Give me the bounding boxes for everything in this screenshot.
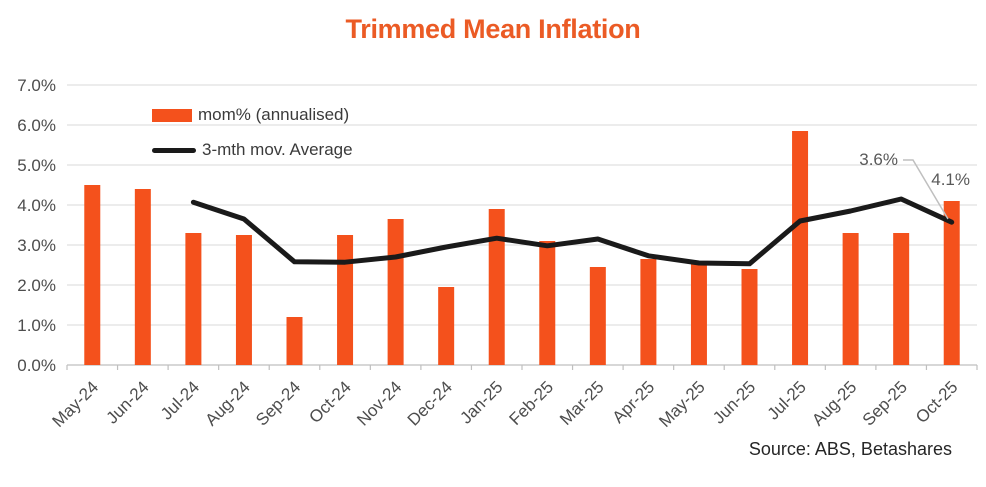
bar-Jul-24: [185, 233, 202, 365]
bar-Jun-25: [741, 269, 758, 365]
x-axis-tick-label: Oct-25: [912, 377, 962, 427]
legend-item-line: 3-mth mov. Average: [152, 140, 353, 160]
y-axis-tick-label: 1.0%: [17, 316, 56, 335]
y-axis-tick-label: 7.0%: [17, 76, 56, 95]
x-axis-tick-label: Jan-25: [456, 377, 506, 427]
bar-Aug-25: [842, 233, 859, 365]
x-axis-tick-label: Apr-25: [609, 377, 659, 427]
x-axis-tick-label: Jun-25: [709, 377, 759, 427]
bar-Sep-25: [893, 233, 910, 365]
x-axis-tick-label: Sep-24: [252, 377, 304, 429]
annotation-moving-average: 3.6%: [859, 150, 898, 169]
bar-Aug-24: [235, 235, 252, 365]
x-axis-tick-label: Aug-24: [202, 377, 254, 429]
bar-Apr-25: [640, 259, 657, 365]
x-axis-tick-label: May-24: [49, 377, 103, 431]
bar-series-swatch-icon: [152, 108, 192, 122]
x-axis-tick-label: Jun-24: [102, 377, 152, 427]
x-axis-tick-label: Sep-25: [859, 377, 911, 429]
line-series-swatch-icon: [152, 147, 196, 153]
legend-item-bars: mom% (annualised): [152, 105, 349, 125]
bar-Oct-24: [337, 235, 354, 365]
bar-Jan-25: [488, 209, 505, 365]
bar-Feb-25: [539, 241, 556, 365]
bar-Jun-24: [134, 189, 151, 365]
legend-label-bars: mom% (annualised): [198, 105, 350, 124]
bar-Nov-24: [387, 219, 404, 365]
x-axis-tick-label: Oct-24: [305, 377, 355, 427]
x-axis-tick-label: Jul-25: [764, 377, 810, 423]
x-axis-tick-label: May-25: [655, 377, 709, 431]
y-axis-tick-label: 5.0%: [17, 156, 56, 175]
bar-Sep-24: [286, 317, 303, 365]
x-axis-tick-label: Aug-25: [808, 377, 860, 429]
y-axis-tick-label: 0.0%: [17, 356, 56, 375]
x-axis-tick-label: Dec-24: [404, 377, 456, 429]
bar-Jul-25: [792, 131, 809, 365]
x-axis-tick-label: Feb-25: [506, 377, 558, 429]
y-axis-tick-label: 2.0%: [17, 276, 56, 295]
annotation-leader-line: [903, 159, 949, 220]
bar-May-25: [690, 263, 707, 365]
bar-May-24: [84, 185, 101, 365]
x-axis-tick-label: Nov-24: [353, 377, 405, 429]
source-note: Source: ABS, Betashares: [748, 439, 952, 459]
moving-average-line: [190, 196, 955, 267]
y-axis-tick-label: 4.0%: [17, 196, 56, 215]
bar-Mar-25: [589, 267, 606, 365]
bar-Dec-24: [438, 287, 455, 365]
x-axis-tick-label: Mar-25: [556, 377, 608, 429]
legend-label-line: 3-mth mov. Average: [202, 140, 353, 159]
chart-title: Trimmed Mean Inflation: [345, 14, 641, 44]
annotation-latest-bar: 4.1%: [931, 170, 970, 189]
y-axis-tick-label: 6.0%: [17, 116, 56, 135]
bar-Oct-25: [943, 201, 960, 365]
x-axis-tick-label: Jul-24: [157, 377, 203, 423]
y-axis-tick-label: 3.0%: [17, 236, 56, 255]
